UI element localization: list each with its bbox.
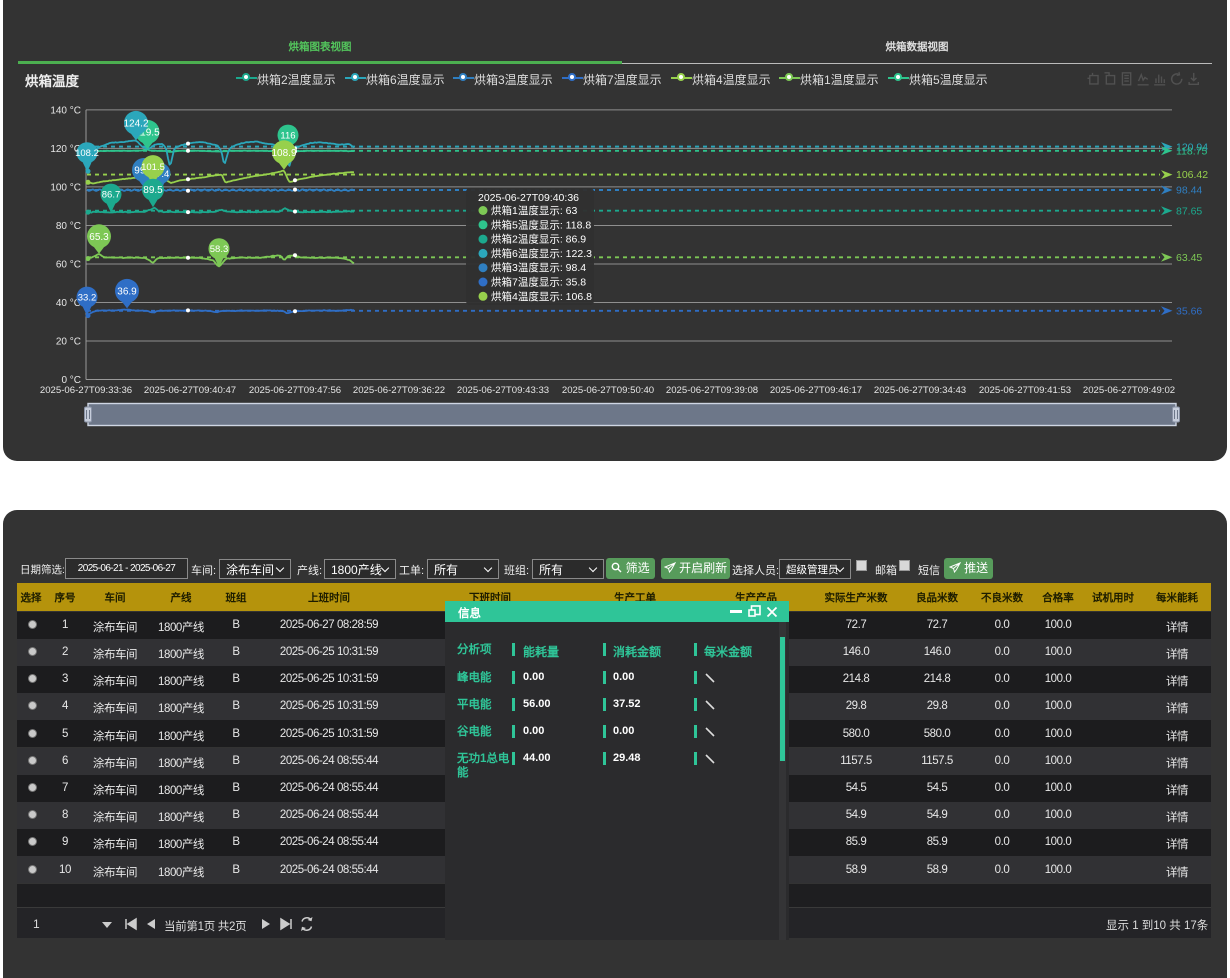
svg-text:2025-06-27T09:40:36: 2025-06-27T09:40:36 <box>478 192 579 204</box>
svg-text:烘箱4温度显示: 106.8: 烘箱4温度显示: 106.8 <box>491 290 592 303</box>
svg-text:33.2: 33.2 <box>78 293 97 304</box>
svg-text:36.9: 36.9 <box>117 286 137 297</box>
svg-text:65.3: 65.3 <box>89 232 109 243</box>
svg-text:124.2: 124.2 <box>123 118 148 129</box>
svg-text:118.75: 118.75 <box>1176 145 1207 157</box>
svg-text:0 °C: 0 °C <box>61 375 81 386</box>
svg-text:2025-06-27T09:46:17: 2025-06-27T09:46:17 <box>770 385 862 396</box>
svg-text:140 °C: 140 °C <box>50 105 81 116</box>
svg-text:89.5: 89.5 <box>143 185 163 196</box>
svg-text:100 °C: 100 °C <box>50 182 81 193</box>
svg-text:烘箱6温度显示: 122.3: 烘箱6温度显示: 122.3 <box>491 247 592 260</box>
svg-text:2025-06-27T09:43:33: 2025-06-27T09:43:33 <box>457 385 549 396</box>
svg-text:2025-06-27T09:39:08: 2025-06-27T09:39:08 <box>666 385 758 396</box>
svg-text:2025-06-27T09:34:43: 2025-06-27T09:34:43 <box>874 385 966 396</box>
svg-text:35.66: 35.66 <box>1176 305 1202 317</box>
svg-text:119.5: 119.5 <box>135 127 160 138</box>
svg-text:108.9: 108.9 <box>271 148 296 159</box>
svg-text:60 °C: 60 °C <box>56 260 81 271</box>
svg-text:106.42: 106.42 <box>1176 169 1208 181</box>
svg-text:86.7: 86.7 <box>102 190 121 201</box>
svg-text:87.65: 87.65 <box>1176 205 1202 217</box>
svg-text:烘箱1温度显示: 63: 烘箱1温度显示: 63 <box>491 204 578 217</box>
svg-text:58.3: 58.3 <box>210 244 229 255</box>
svg-text:2025-06-27T09:50:40: 2025-06-27T09:50:40 <box>562 385 654 396</box>
svg-text:2025-06-27T09:41:53: 2025-06-27T09:41:53 <box>979 385 1071 396</box>
svg-text:20 °C: 20 °C <box>56 337 81 348</box>
svg-text:63.45: 63.45 <box>1176 252 1202 264</box>
svg-text:101.5: 101.5 <box>141 162 165 173</box>
svg-text:2025-06-27T09:33:36: 2025-06-27T09:33:36 <box>40 385 132 396</box>
svg-text:烘箱7温度显示: 35.8: 烘箱7温度显示: 35.8 <box>491 276 586 289</box>
svg-text:80 °C: 80 °C <box>56 221 81 232</box>
svg-text:120.94: 120.94 <box>1176 141 1208 153</box>
svg-text:2025-06-27T09:49:02: 2025-06-27T09:49:02 <box>1083 385 1175 396</box>
svg-text:98.44: 98.44 <box>1176 185 1202 197</box>
svg-text:40 °C: 40 °C <box>56 298 81 309</box>
svg-text:烘箱5温度显示: 118.8: 烘箱5温度显示: 118.8 <box>491 218 591 231</box>
svg-text:120 °C: 120 °C <box>50 144 81 155</box>
svg-text:2025-06-27T09:36:22: 2025-06-27T09:36:22 <box>353 385 445 396</box>
svg-text:116: 116 <box>280 131 295 142</box>
svg-text:2025-06-27T09:40:47: 2025-06-27T09:40:47 <box>144 385 236 396</box>
svg-text:烘箱3温度显示: 98.4: 烘箱3温度显示: 98.4 <box>491 261 586 274</box>
svg-text:烘箱2温度显示: 86.9: 烘箱2温度显示: 86.9 <box>491 233 586 246</box>
svg-text:2025-06-27T09:47:56: 2025-06-27T09:47:56 <box>249 385 341 396</box>
svg-text:108.2: 108.2 <box>75 148 99 159</box>
